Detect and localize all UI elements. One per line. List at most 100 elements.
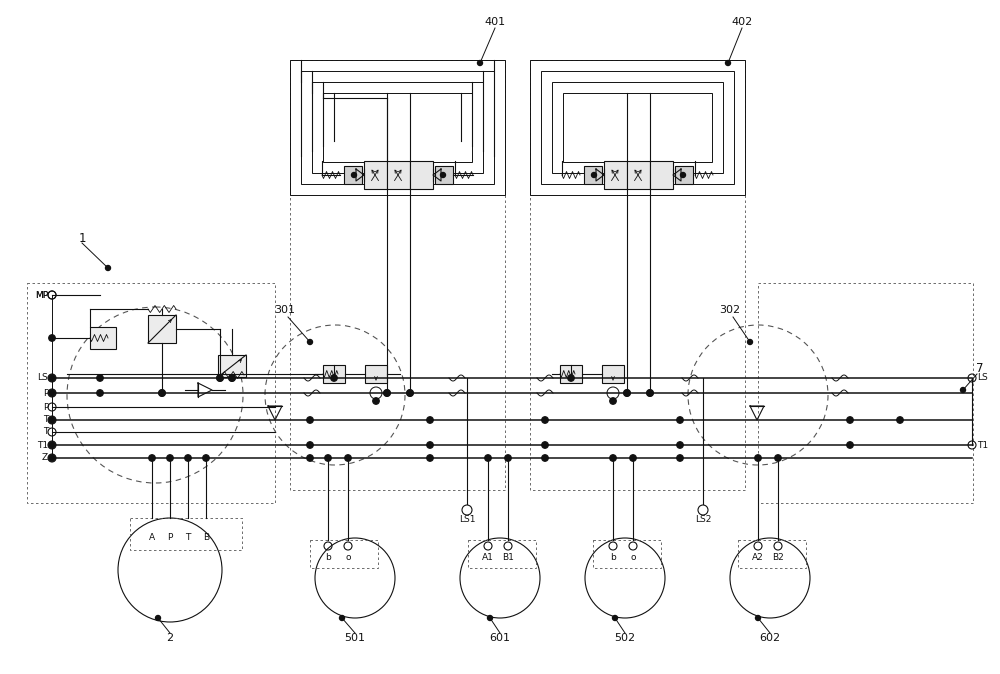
Circle shape	[677, 417, 683, 423]
Circle shape	[331, 375, 337, 381]
Circle shape	[167, 455, 173, 461]
Circle shape	[217, 375, 223, 381]
Bar	[758, 283, 973, 503]
Text: 601: 601	[490, 633, 511, 643]
Circle shape	[307, 441, 313, 448]
Circle shape	[49, 390, 55, 396]
Bar	[323, 365, 345, 383]
Circle shape	[156, 615, 160, 621]
Bar	[468, 540, 536, 568]
Circle shape	[478, 61, 482, 65]
Circle shape	[647, 390, 653, 396]
Circle shape	[612, 615, 618, 621]
Circle shape	[407, 390, 413, 396]
Circle shape	[384, 390, 390, 396]
Text: T1: T1	[977, 441, 988, 450]
Circle shape	[677, 441, 683, 448]
Bar	[627, 161, 650, 189]
Circle shape	[624, 390, 630, 396]
Circle shape	[440, 173, 446, 177]
Bar	[387, 161, 410, 189]
Circle shape	[427, 441, 433, 448]
Bar	[218, 355, 246, 377]
Text: LS1: LS1	[459, 516, 475, 524]
Circle shape	[897, 417, 903, 423]
Circle shape	[203, 455, 209, 461]
Text: 301: 301	[274, 305, 296, 315]
Text: P: P	[167, 534, 173, 543]
Circle shape	[542, 417, 548, 423]
Bar	[290, 60, 505, 490]
Bar	[310, 540, 378, 568]
Text: LS: LS	[37, 373, 48, 383]
Text: P: P	[43, 402, 48, 412]
Circle shape	[373, 398, 379, 404]
Circle shape	[49, 417, 55, 423]
Text: B1: B1	[502, 553, 514, 563]
Text: b: b	[325, 553, 331, 563]
Bar	[364, 161, 387, 189]
Text: LS: LS	[977, 373, 988, 383]
Text: 502: 502	[614, 633, 636, 643]
Circle shape	[847, 417, 853, 423]
Text: T1: T1	[37, 441, 48, 450]
Text: B2: B2	[772, 553, 784, 563]
Circle shape	[755, 455, 761, 461]
Circle shape	[748, 340, 753, 344]
Circle shape	[847, 441, 853, 448]
Circle shape	[229, 375, 235, 381]
Text: A1: A1	[482, 553, 494, 563]
Bar	[738, 540, 806, 568]
Circle shape	[960, 388, 966, 392]
Text: 2: 2	[166, 633, 174, 643]
Circle shape	[384, 390, 390, 396]
Text: 602: 602	[759, 633, 781, 643]
Bar	[560, 365, 582, 383]
Circle shape	[106, 266, 110, 270]
Circle shape	[542, 441, 548, 448]
Bar	[344, 166, 362, 184]
Circle shape	[49, 335, 55, 341]
Circle shape	[159, 390, 165, 396]
Circle shape	[568, 375, 574, 381]
Circle shape	[159, 390, 165, 396]
Bar	[563, 93, 712, 162]
Text: MP: MP	[35, 290, 48, 299]
Bar	[130, 518, 242, 550]
Bar	[290, 60, 505, 195]
Circle shape	[775, 455, 781, 461]
Circle shape	[307, 417, 313, 423]
Bar	[530, 60, 745, 490]
Bar	[435, 166, 453, 184]
Circle shape	[756, 615, 761, 621]
Bar	[604, 161, 627, 189]
Circle shape	[307, 455, 313, 461]
Circle shape	[592, 173, 596, 177]
Text: o: o	[345, 553, 351, 563]
Bar	[312, 82, 483, 173]
Bar	[675, 166, 693, 184]
Bar	[410, 161, 433, 189]
Circle shape	[624, 390, 630, 396]
Text: 7: 7	[976, 361, 984, 375]
Circle shape	[427, 455, 433, 461]
Text: A: A	[149, 534, 155, 543]
Text: 501: 501	[344, 633, 366, 643]
Circle shape	[488, 615, 492, 621]
Circle shape	[542, 455, 548, 461]
Circle shape	[505, 455, 511, 461]
Circle shape	[49, 375, 55, 381]
Bar	[301, 71, 494, 184]
Circle shape	[97, 390, 103, 396]
Circle shape	[677, 455, 683, 461]
Circle shape	[229, 375, 235, 381]
Circle shape	[49, 455, 55, 461]
Text: 401: 401	[484, 17, 506, 27]
Text: 302: 302	[719, 305, 741, 315]
Circle shape	[340, 615, 344, 621]
Text: b: b	[610, 553, 616, 563]
Circle shape	[217, 375, 223, 381]
Text: 1: 1	[78, 231, 86, 245]
Bar	[602, 365, 624, 383]
Circle shape	[407, 390, 413, 396]
